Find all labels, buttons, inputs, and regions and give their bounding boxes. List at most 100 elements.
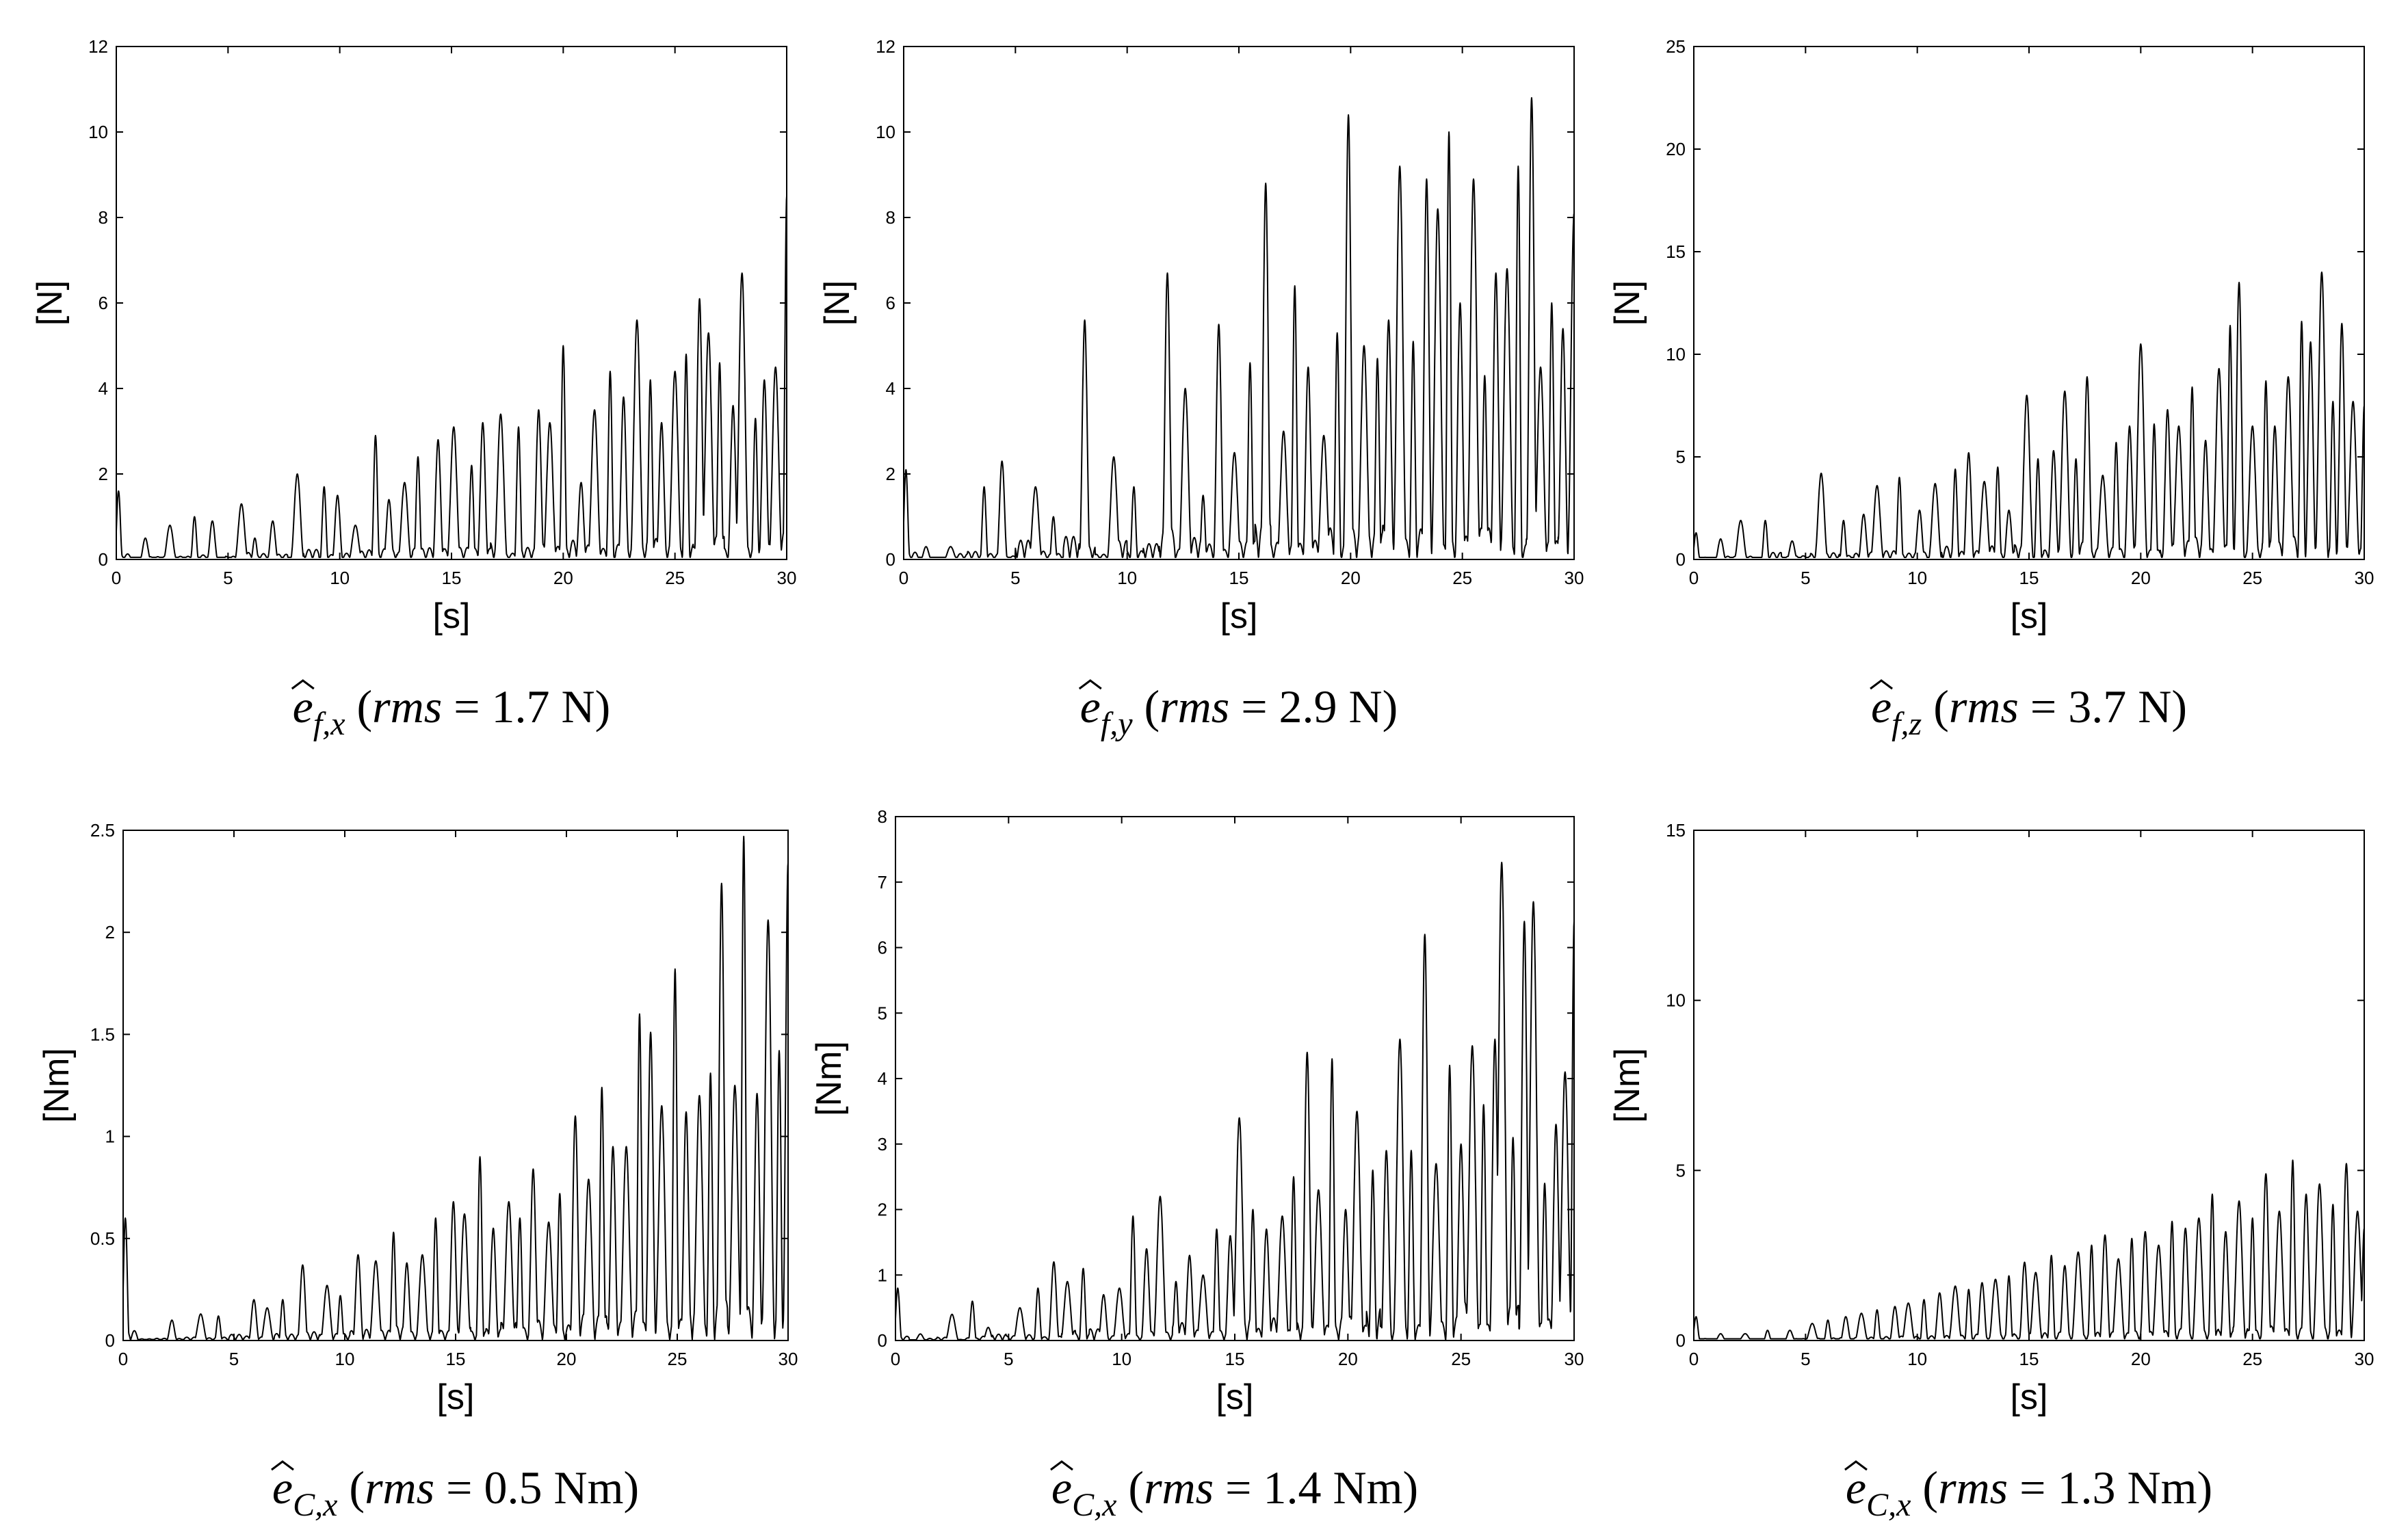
series-line-e_f_y bbox=[903, 97, 1575, 558]
x-tick-label: 10 bbox=[330, 568, 350, 588]
x-tick-label: 5 bbox=[1801, 1349, 1810, 1369]
y-tick-label: 0 bbox=[99, 549, 108, 570]
y-tick-label: 10 bbox=[1666, 990, 1686, 1011]
chart-caption: eC,x (rms = 1.3 Nm) bbox=[1846, 1462, 2212, 1523]
x-tick-label: 30 bbox=[777, 568, 797, 588]
caption-open: ( bbox=[1116, 1462, 1144, 1514]
y-tick-label: 2.5 bbox=[90, 820, 115, 841]
x-tick-label: 30 bbox=[2355, 1349, 2374, 1369]
y-tick-label: 2 bbox=[886, 464, 895, 484]
hat-accent bbox=[1050, 1460, 1073, 1471]
x-tick-label: 30 bbox=[1565, 568, 1584, 588]
y-tick-label: 2 bbox=[99, 464, 108, 484]
x-tick-label: 0 bbox=[1689, 1349, 1699, 1369]
caption-rms-value: = 1.4 Nm) bbox=[1214, 1462, 1418, 1514]
y-tick-label: 6 bbox=[878, 938, 887, 958]
series-line-e_C_x_1 bbox=[122, 836, 789, 1340]
caption-open: ( bbox=[1911, 1462, 1938, 1514]
x-tick-label: 5 bbox=[229, 1349, 239, 1369]
caption-symbol: e bbox=[1871, 681, 1892, 732]
hat-accent bbox=[1844, 1460, 1868, 1471]
y-tick-label: 15 bbox=[1666, 820, 1686, 841]
chart-panel-3: 0 5 10 15 20 25 30 0 5 10 15 20 25 [s] [N] ef,z (rms = … bbox=[1608, 36, 2374, 742]
chart-caption: ef,x (rms = 1.7 N) bbox=[293, 681, 611, 742]
chart-caption: eC,x (rms = 1.4 Nm) bbox=[1051, 1462, 1418, 1523]
y-tick-label: 10 bbox=[88, 122, 108, 142]
y-tick-label: 0 bbox=[105, 1330, 115, 1351]
chart-caption: ef,z (rms = 3.7 N) bbox=[1871, 681, 2187, 742]
x-tick-label: 25 bbox=[668, 1349, 688, 1369]
y-tick-label: 1.5 bbox=[90, 1024, 115, 1044]
caption-subscript: C,x bbox=[1866, 1487, 1911, 1523]
y-tick-label: 0 bbox=[878, 1330, 887, 1351]
series-line-e_f_x bbox=[116, 196, 787, 558]
x-tick-label: 20 bbox=[1341, 568, 1361, 588]
caption-symbol: e bbox=[293, 681, 313, 732]
caption-subscript: f,y bbox=[1101, 706, 1133, 742]
caption-rms-label: rms bbox=[1949, 681, 2019, 732]
x-axis-label: [s] bbox=[2011, 1377, 2048, 1417]
x-tick-label: 25 bbox=[1452, 568, 1472, 588]
caption-open: ( bbox=[1922, 681, 1949, 732]
y-tick-label: 2 bbox=[878, 1200, 887, 1220]
y-tick-label: 15 bbox=[1666, 241, 1686, 262]
chart-panel-5: 0 5 10 15 20 25 30 0 1 2 3 4 5 6 7 8 [s] [Nm] eC,x (rms = … bbox=[809, 806, 1584, 1523]
y-tick-label: 12 bbox=[876, 36, 895, 57]
y-tick-label: 25 bbox=[1666, 36, 1686, 57]
y-tick-label: 4 bbox=[878, 1068, 887, 1089]
y-tick-label: 0 bbox=[1676, 549, 1686, 570]
caption-rms-label: rms bbox=[1160, 681, 1229, 732]
caption-rms-label: rms bbox=[1938, 1462, 2008, 1514]
x-axis-label: [s] bbox=[1220, 596, 1258, 636]
hat-accent bbox=[1870, 679, 1893, 690]
caption-rms-value: = 1.7 N) bbox=[442, 681, 610, 732]
x-tick-label: 10 bbox=[1907, 1349, 1927, 1369]
x-tick-label: 15 bbox=[1229, 568, 1249, 588]
x-tick-label: 20 bbox=[2131, 1349, 2151, 1369]
caption-symbol: e bbox=[1846, 1462, 1866, 1514]
hat-accent bbox=[271, 1460, 294, 1471]
x-tick-label: 30 bbox=[2355, 568, 2374, 588]
hat-accent bbox=[291, 679, 315, 690]
chart-panel-4: 0 5 10 15 20 25 30 0 0.5 1 1.5 2 2.5 [s] [Nm] eC,x (rms… bbox=[37, 820, 798, 1523]
y-tick-label: 8 bbox=[886, 207, 895, 228]
x-tick-label: 10 bbox=[335, 1349, 355, 1369]
x-tick-label: 15 bbox=[442, 568, 462, 588]
y-tick-label: 8 bbox=[99, 207, 108, 228]
y-axis-label: [N] bbox=[30, 280, 70, 326]
y-tick-label: 4 bbox=[886, 378, 895, 399]
y-tick-label: 0 bbox=[1676, 1330, 1686, 1351]
chart-panel-1: 0 5 10 15 20 25 30 0 2 4 6 8 10 12 [s] [N] ef,x (rms = 1… bbox=[30, 36, 796, 742]
x-tick-label: 20 bbox=[1338, 1349, 1358, 1369]
x-tick-label: 10 bbox=[1117, 568, 1137, 588]
x-tick-label: 30 bbox=[778, 1349, 798, 1369]
caption-rms-value: = 1.3 Nm) bbox=[2008, 1462, 2212, 1514]
y-axis-label: [N] bbox=[1608, 280, 1647, 326]
y-axis-label: [Nm] bbox=[1608, 1048, 1647, 1123]
x-tick-label: 0 bbox=[118, 1349, 128, 1369]
caption-rms-value: = 0.5 Nm) bbox=[434, 1462, 639, 1514]
x-axis-label: [s] bbox=[2011, 596, 2048, 636]
x-tick-label: 15 bbox=[1225, 1349, 1245, 1369]
x-tick-label: 5 bbox=[223, 568, 233, 588]
x-tick-label: 10 bbox=[1112, 1349, 1131, 1369]
y-tick-label: 5 bbox=[1676, 1160, 1686, 1180]
x-tick-label: 5 bbox=[1801, 568, 1810, 588]
x-tick-label: 0 bbox=[891, 1349, 900, 1369]
caption-subscript: f,z bbox=[1892, 706, 1922, 742]
x-tick-label: 0 bbox=[112, 568, 121, 588]
x-tick-label: 25 bbox=[665, 568, 685, 588]
y-tick-label: 1 bbox=[878, 1265, 887, 1285]
x-tick-label: 10 bbox=[1907, 568, 1927, 588]
x-tick-label: 15 bbox=[446, 1349, 466, 1369]
x-axis-label: [s] bbox=[433, 596, 471, 636]
caption-symbol: e bbox=[1080, 681, 1101, 732]
x-tick-label: 15 bbox=[2019, 1349, 2039, 1369]
y-tick-label: 3 bbox=[878, 1134, 887, 1154]
x-tick-label: 20 bbox=[553, 568, 573, 588]
y-tick-label: 6 bbox=[99, 293, 108, 313]
y-tick-label: 5 bbox=[1676, 447, 1686, 467]
chart-panel-6: 0 5 10 15 20 25 30 0 5 10 15 [s] [Nm] eC,x (rms = 1.3… bbox=[1608, 820, 2374, 1523]
y-tick-label: 12 bbox=[88, 36, 108, 57]
